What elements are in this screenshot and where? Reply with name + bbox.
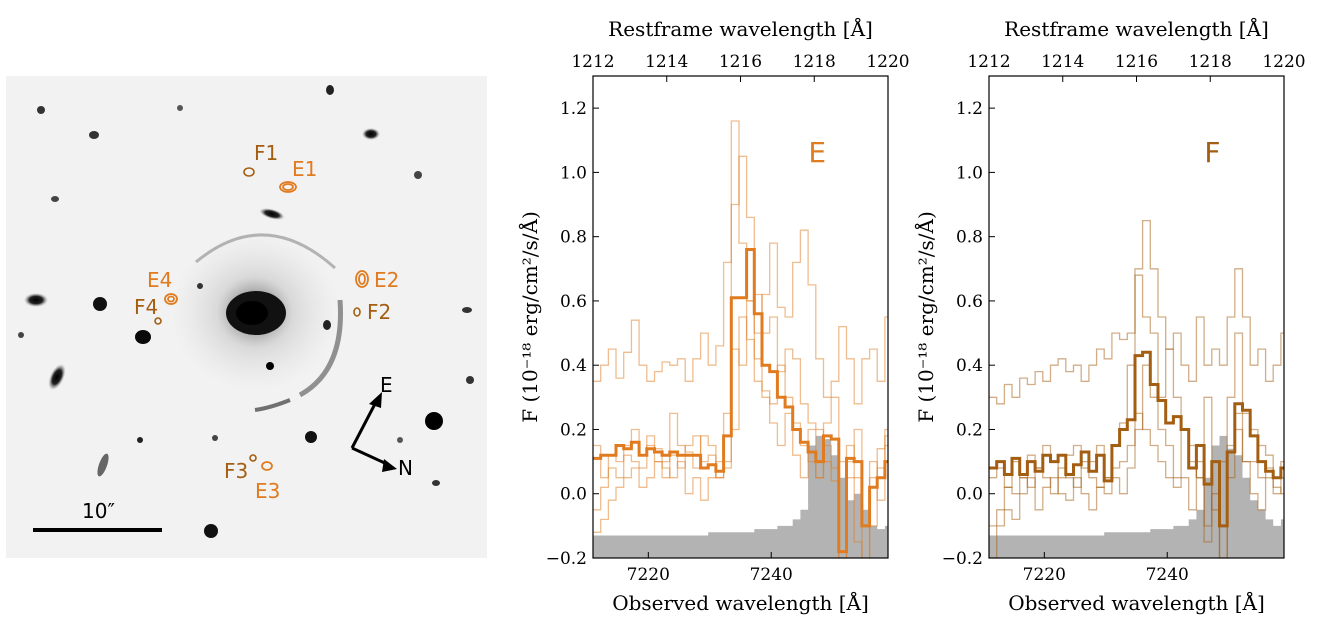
label-f1: F1 (254, 141, 278, 165)
top-tick-label: 1218 (793, 52, 836, 72)
galaxy (414, 171, 422, 179)
x-tick-label: 7240 (1146, 565, 1189, 585)
label-e3: E3 (255, 479, 280, 503)
stacked-spectrum (989, 352, 1317, 526)
top-tick-label: 1218 (1189, 52, 1232, 72)
y-tick-label: 0.4 (560, 356, 587, 376)
galaxy (305, 431, 317, 443)
individual-spectrum-4 (989, 413, 1317, 590)
top-tick-label: 1216 (1115, 52, 1158, 72)
galaxy (137, 437, 143, 443)
y-tick-label: 1.2 (560, 99, 587, 119)
x-tick-label: 7220 (1023, 565, 1066, 585)
top-tick-label: 1212 (967, 52, 1010, 72)
label-e4: E4 (147, 268, 172, 292)
galaxy (51, 196, 59, 202)
y-tick-label: 1.0 (560, 163, 587, 183)
x-tick-label: 7240 (750, 565, 793, 585)
galaxy (397, 437, 403, 443)
galaxy (204, 524, 218, 538)
galaxy (212, 435, 218, 441)
individual-spectrum-1 (989, 221, 1317, 430)
galaxy (326, 85, 334, 95)
plot-area (989, 221, 1317, 590)
label-e1: E1 (292, 157, 317, 181)
galaxy (135, 330, 151, 344)
top-axis-title: Restframe wavelength [Å] (1004, 16, 1269, 41)
y-axis-title: F (10⁻¹⁸ erg/cm²/s/Å) (517, 211, 542, 423)
y-tick-label: 0.0 (956, 485, 983, 505)
stacked-spectrum (593, 250, 954, 552)
top-tick-label: 1212 (571, 52, 614, 72)
galaxy (432, 480, 440, 486)
x-axis-title: Observed wavelength [Å] (612, 590, 869, 615)
galaxy (177, 105, 183, 111)
y-tick-label: 0.6 (560, 292, 587, 312)
panel-label: E (808, 136, 826, 169)
top-tick-label: 1214 (645, 52, 688, 72)
y-tick-label: 0.2 (956, 420, 983, 440)
compass-east-label: E (380, 373, 393, 397)
label-f4: F4 (134, 295, 158, 319)
y-tick-label: −0.2 (546, 549, 587, 569)
galaxy (425, 412, 443, 430)
galaxy (197, 283, 203, 289)
top-tick-label: 1214 (1041, 52, 1084, 72)
galaxy (266, 362, 274, 370)
galaxy (93, 297, 107, 311)
y-tick-label: 0.2 (560, 420, 587, 440)
x-tick-label: 7220 (627, 565, 670, 585)
galaxy (462, 307, 472, 313)
label-e2: E2 (374, 268, 399, 292)
label-f3: F3 (224, 459, 248, 483)
x-axis-title: Observed wavelength [Å] (1008, 590, 1265, 615)
galaxy (18, 332, 24, 338)
galaxy (323, 320, 331, 330)
top-tick-label: 1220 (1262, 52, 1305, 72)
y-tick-label: 1.2 (956, 99, 983, 119)
compass-north-label: N (398, 456, 413, 480)
panel-label: F (1204, 136, 1220, 169)
plot-area (593, 121, 954, 606)
individual-spectrum-2 (593, 156, 954, 564)
bcg-inner (236, 301, 268, 325)
top-tick-label: 1220 (866, 52, 909, 72)
y-tick-label: 0.8 (956, 228, 983, 248)
y-tick-label: 0.8 (560, 228, 587, 248)
galaxy (37, 106, 45, 114)
galaxy (89, 131, 99, 139)
y-axis-title: F (10⁻¹⁸ erg/cm²/s/Å) (913, 211, 938, 423)
scale-bar-label: 10″ (82, 499, 115, 523)
y-tick-label: −0.2 (942, 549, 983, 569)
galaxy (24, 293, 48, 307)
label-f2: F2 (367, 300, 391, 324)
top-tick-label: 1216 (719, 52, 762, 72)
sky-noise-area (989, 436, 1317, 558)
y-tick-label: 0.0 (560, 485, 587, 505)
y-tick-label: 1.0 (956, 163, 983, 183)
cluster-image-panel: F1 E1 E2 F2 E4 F4 F3 E3 E N 10″ (6, 76, 487, 558)
spectrum-panel-e: −0.2 0.0 0.2 0.4 0.6 0.8 1.0 1.2 7220 7240 1212 121… (517, 16, 954, 615)
galaxy (466, 376, 474, 384)
spectrum-panel-f: −0.2 0.0 0.2 0.4 0.6 0.8 1.0 1.2 7220 7240 1212 121… (913, 16, 1317, 615)
y-tick-label: 0.6 (956, 292, 983, 312)
top-axis-title: Restframe wavelength [Å] (608, 16, 873, 41)
galaxy (362, 128, 380, 140)
individual-spectrum-1 (593, 121, 954, 413)
y-tick-label: 0.4 (956, 356, 983, 376)
individual-spectrum-2 (989, 275, 1317, 510)
